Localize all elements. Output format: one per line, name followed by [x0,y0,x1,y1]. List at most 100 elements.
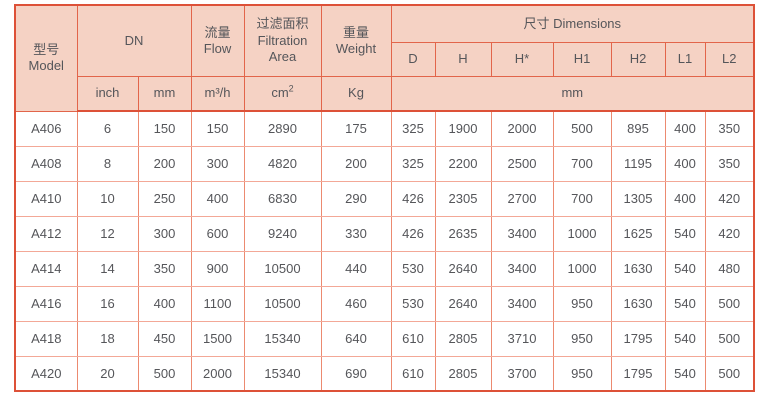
cell-dn-inch: 16 [76,285,139,322]
table-row: A420 20 500 2000 15340 690 610 2805 3700 950 1795 5… [14,355,755,392]
spec-table: 型号 Model DN 流量 Flow 过滤面积 Filtration Area… [14,4,756,392]
cell-weight: 690 [320,355,392,392]
spec-table-header: 型号 Model DN 流量 Flow 过滤面积 Filtration Area… [14,4,755,112]
cell-dn-inch: 20 [76,355,139,392]
cell-dim-hstar: 3700 [490,355,554,392]
unit-flow: m³/h [190,75,245,112]
cell-dim-h2: 1630 [610,285,666,322]
cell-dim-l1: 540 [664,320,706,357]
cell-flow: 2000 [190,355,245,392]
cell-dim-l2: 500 [704,320,755,357]
cell-dim-h1: 950 [552,320,612,357]
cell-weight: 200 [320,145,392,182]
cell-dim-h2: 1630 [610,250,666,287]
header-filtration-en1: Filtration [257,32,308,48]
cell-dim-hstar: 3400 [490,215,554,252]
cell-dim-d: 426 [390,215,436,252]
cell-dim-h2: 1625 [610,215,666,252]
cell-model: A408 [14,145,78,182]
cell-dim-l2: 350 [704,110,755,147]
cell-flow: 300 [190,145,245,182]
cell-flow: 1100 [190,285,245,322]
cell-dim-hstar: 2700 [490,180,554,217]
cell-dim-h2: 895 [610,110,666,147]
header-flow-zh: 流量 [204,24,231,40]
header-filtration-area: 过滤面积 Filtration Area [243,4,322,77]
cell-dim-l1: 400 [664,180,706,217]
unit-area: cm2 [243,75,322,112]
header-weight: 重量 Weight [320,4,392,77]
cell-dim-d: 530 [390,285,436,322]
cell-area: 15340 [243,355,322,392]
cell-area: 6830 [243,180,322,217]
unit-area-sup: 2 [288,83,294,94]
unit-dimensions: mm [390,75,755,112]
cell-dim-l2: 500 [704,285,755,322]
header-row-2: D H H* H1 H2 L1 L2 [15,41,755,77]
cell-model: A412 [14,215,78,252]
cell-dim-hstar: 2000 [490,110,554,147]
cell-dim-l1: 540 [664,355,706,392]
header-weight-en: Weight [335,40,377,56]
unit-inch: inch [76,75,139,112]
table-row: A406 6 150 150 2890 175 325 1900 2000 500 895 400 35… [14,110,755,147]
header-dim-hstar: H* [490,41,554,77]
cell-area: 10500 [243,285,322,322]
header-dim-h2: H2 [610,41,666,77]
unit-mm: mm [137,75,192,112]
cell-dim-h: 1900 [434,110,492,147]
table-row: A418 18 450 1500 15340 640 610 2805 3710 950 1795 5… [14,320,755,357]
cell-dim-h2: 1305 [610,180,666,217]
cell-dim-h: 2640 [434,250,492,287]
header-dim-h: H [434,41,492,77]
unit-area-base: cm [271,85,289,101]
cell-flow: 600 [190,215,245,252]
cell-dim-h2: 1195 [610,145,666,182]
header-row-units: inch mm m³/h cm2 Kg mm [15,75,755,112]
header-dim-h1: H1 [552,41,612,77]
cell-dn-inch: 10 [76,180,139,217]
cell-weight: 640 [320,320,392,357]
table-row: A410 10 250 400 6830 290 426 2305 2700 700 1305 400… [14,180,755,217]
cell-weight: 330 [320,215,392,252]
cell-dim-l2: 420 [704,215,755,252]
cell-dim-hstar: 3710 [490,320,554,357]
cell-dim-l1: 400 [664,145,706,182]
header-dim-d: D [390,41,436,77]
cell-dim-h1: 500 [552,110,612,147]
header-dim-l2: L2 [704,41,755,77]
cell-dim-h2: 1795 [610,320,666,357]
cell-weight: 440 [320,250,392,287]
header-filtration-zh: 过滤面积 [256,16,309,32]
cell-dn-mm: 200 [137,145,192,182]
cell-model: A420 [14,355,78,392]
spec-table-body: A406 6 150 150 2890 175 325 1900 2000 500 895 400 35… [14,110,755,392]
cell-dim-l1: 400 [664,110,706,147]
cell-model: A410 [14,180,78,217]
cell-dn-inch: 6 [76,110,139,147]
cell-weight: 290 [320,180,392,217]
cell-dim-h1: 700 [552,145,612,182]
header-weight-zh: 重量 [342,24,369,40]
cell-dim-l1: 540 [664,285,706,322]
cell-dim-d: 610 [390,320,436,357]
cell-model: A414 [14,250,78,287]
header-dimensions: 尺寸 Dimensions [390,4,755,43]
cell-dn-inch: 8 [76,145,139,182]
cell-area: 4820 [243,145,322,182]
cell-dn-mm: 500 [137,355,192,392]
cell-dim-d: 530 [390,250,436,287]
cell-dim-d: 325 [390,145,436,182]
cell-area: 10500 [243,250,322,287]
cell-model: A406 [14,110,78,147]
cell-dn-mm: 150 [137,110,192,147]
header-flow-en: Flow [203,40,232,56]
cell-dim-h2: 1795 [610,355,666,392]
header-dim-l1: L1 [664,41,706,77]
cell-flow: 400 [190,180,245,217]
cell-dim-h: 2805 [434,320,492,357]
cell-area: 9240 [243,215,322,252]
header-model: 型号 Model [14,4,78,112]
cell-dim-l2: 480 [704,250,755,287]
cell-flow: 150 [190,110,245,147]
